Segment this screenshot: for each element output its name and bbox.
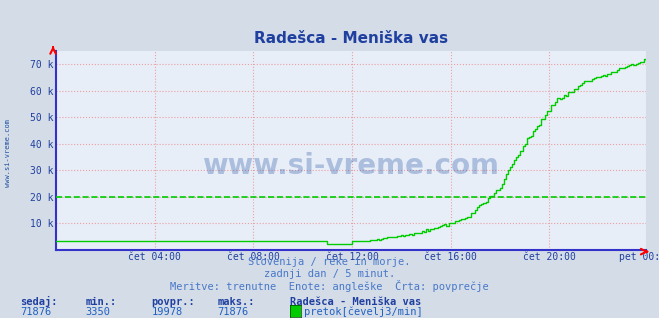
Text: www.si-vreme.com: www.si-vreme.com (5, 119, 11, 187)
Text: Radešca - Meniška vas: Radešca - Meniška vas (290, 297, 421, 307)
Text: maks.:: maks.: (217, 297, 255, 307)
Text: 3350: 3350 (86, 307, 111, 317)
Text: 71876: 71876 (20, 307, 51, 317)
Text: Meritve: trenutne  Enote: angleške  Črta: povprečje: Meritve: trenutne Enote: angleške Črta: … (170, 280, 489, 292)
Text: zadnji dan / 5 minut.: zadnji dan / 5 minut. (264, 269, 395, 279)
Title: Radešca - Meniška vas: Radešca - Meniška vas (254, 31, 448, 45)
Text: Slovenija / reke in morje.: Slovenija / reke in morje. (248, 257, 411, 266)
Text: 19978: 19978 (152, 307, 183, 317)
Text: min.:: min.: (86, 297, 117, 307)
Text: povpr.:: povpr.: (152, 297, 195, 307)
Text: pretok[čevelj3/min]: pretok[čevelj3/min] (304, 306, 423, 317)
Text: 71876: 71876 (217, 307, 248, 317)
Text: sedaj:: sedaj: (20, 296, 57, 307)
Text: www.si-vreme.com: www.si-vreme.com (202, 152, 500, 180)
